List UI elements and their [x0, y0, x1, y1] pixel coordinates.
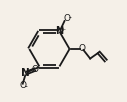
Text: N: N	[21, 68, 30, 78]
Text: +: +	[60, 27, 65, 32]
Text: O: O	[32, 65, 39, 74]
Text: +: +	[25, 69, 31, 74]
Text: O: O	[78, 44, 85, 53]
Text: N: N	[55, 26, 64, 36]
Text: O: O	[19, 81, 26, 90]
Text: O: O	[63, 14, 70, 23]
Text: -: -	[69, 13, 71, 22]
Text: -: -	[25, 82, 28, 91]
